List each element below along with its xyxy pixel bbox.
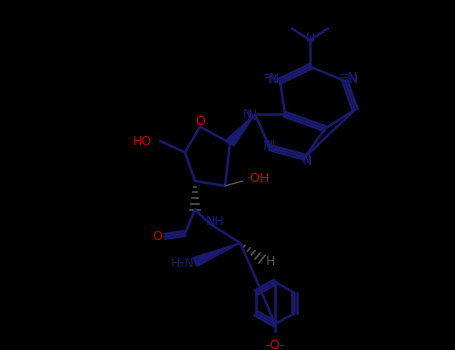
Text: =: =	[263, 70, 273, 83]
Text: O: O	[152, 230, 162, 243]
Text: -O-: -O-	[265, 340, 285, 350]
Text: =: =	[339, 70, 349, 83]
Text: N: N	[301, 152, 311, 166]
Text: N: N	[302, 155, 312, 168]
Text: N: N	[269, 72, 279, 86]
Text: N: N	[263, 139, 273, 153]
Text: ·OH: ·OH	[247, 172, 270, 185]
Text: N: N	[247, 109, 257, 123]
Text: H₂N: H₂N	[171, 258, 195, 271]
Text: HO: HO	[133, 134, 152, 147]
Text: O: O	[195, 114, 205, 127]
Text: N: N	[305, 32, 315, 44]
Polygon shape	[193, 243, 240, 266]
Text: N: N	[347, 71, 357, 85]
Text: N: N	[268, 72, 277, 86]
Text: N: N	[243, 108, 252, 121]
Text: N: N	[349, 72, 358, 86]
Text: N: N	[265, 139, 275, 152]
Text: H: H	[265, 254, 275, 268]
Text: NH: NH	[206, 215, 224, 228]
Polygon shape	[226, 114, 255, 146]
